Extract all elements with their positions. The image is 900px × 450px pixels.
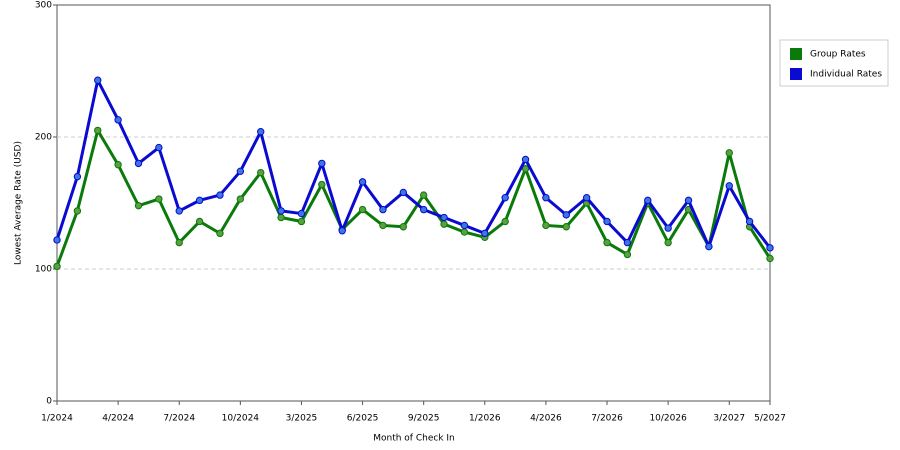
point: [216, 229, 224, 238]
point: [358, 178, 367, 186]
point: [623, 238, 632, 247]
point: [582, 194, 591, 202]
x-tick-label: 10/2024: [222, 414, 260, 424]
point: [766, 244, 774, 252]
point: [725, 182, 733, 190]
point: [562, 211, 570, 219]
point: [705, 242, 713, 251]
point: [521, 164, 530, 173]
point: [134, 201, 143, 210]
x-tick-label: 4/2026: [530, 414, 562, 424]
point: [236, 195, 245, 203]
point: [399, 223, 408, 231]
point: [53, 262, 61, 271]
x-axis-title: Month of Check In: [373, 434, 455, 444]
point: [664, 238, 672, 247]
point: [379, 205, 387, 214]
point: [379, 221, 387, 230]
plot-frame: [56, 4, 771, 402]
y-tick-label: 200: [35, 133, 52, 143]
point: [623, 250, 632, 259]
point: [664, 224, 672, 232]
legend-swatch: [790, 48, 802, 60]
point: [460, 221, 469, 230]
point: [521, 155, 530, 164]
point: [73, 207, 82, 215]
point: [766, 254, 774, 263]
point: [358, 205, 367, 214]
point: [277, 207, 285, 215]
y-tick-label: 100: [35, 265, 52, 275]
x-tick-label: 9/2025: [408, 414, 440, 424]
point: [725, 149, 733, 157]
point: [216, 191, 224, 199]
point: [501, 194, 509, 202]
x-tick-label: 3/2025: [286, 414, 318, 424]
point: [745, 217, 754, 226]
point: [236, 167, 245, 176]
point: [338, 227, 346, 235]
legend-swatch: [790, 68, 802, 80]
point: [134, 159, 143, 168]
point: [257, 168, 265, 177]
x-tick-label: 5/2027: [754, 414, 786, 424]
point: [399, 188, 408, 197]
point: [562, 223, 570, 231]
point: [460, 228, 469, 236]
point: [195, 196, 204, 205]
legend-label: Group Rates: [810, 50, 866, 60]
point: [277, 213, 285, 222]
x-tick-label: 1/2026: [469, 414, 501, 424]
x-tick-label: 4/2024: [102, 414, 134, 424]
x-tick-label: 7/2024: [163, 414, 195, 424]
point: [419, 191, 428, 199]
point: [155, 195, 163, 203]
point: [94, 126, 102, 135]
point: [195, 217, 204, 226]
point: [94, 76, 102, 84]
point: [644, 196, 652, 205]
point: [297, 209, 306, 218]
x-tick-label: 10/2026: [649, 414, 687, 424]
x-tick-label: 1/2024: [41, 414, 73, 424]
point: [440, 220, 448, 228]
legend-label: Individual Rates: [810, 70, 882, 80]
point: [603, 238, 611, 247]
point: [501, 217, 509, 226]
point: [318, 159, 326, 168]
x-tick-label: 6/2025: [347, 414, 379, 424]
point: [73, 172, 82, 181]
point: [481, 229, 489, 238]
series-line: [55, 128, 772, 267]
point: [440, 213, 448, 222]
point: [318, 180, 326, 189]
point: [53, 236, 61, 244]
point: [603, 217, 611, 226]
point: [114, 116, 122, 124]
series-line: [55, 78, 772, 249]
x-tick-label: 7/2026: [591, 414, 623, 424]
y-tick-label: 300: [35, 1, 52, 11]
point: [175, 207, 183, 215]
point: [542, 221, 550, 230]
point: [114, 161, 122, 169]
point: [257, 128, 265, 136]
point: [419, 205, 428, 214]
y-tick-label: 0: [46, 397, 52, 407]
point: [175, 238, 183, 247]
point: [155, 143, 163, 152]
point: [684, 196, 693, 205]
point: [297, 217, 306, 226]
x-tick-label: 3/2027: [713, 414, 745, 424]
y-axis-title: Lowest Average Rate (USD): [14, 141, 24, 265]
point: [542, 194, 550, 202]
